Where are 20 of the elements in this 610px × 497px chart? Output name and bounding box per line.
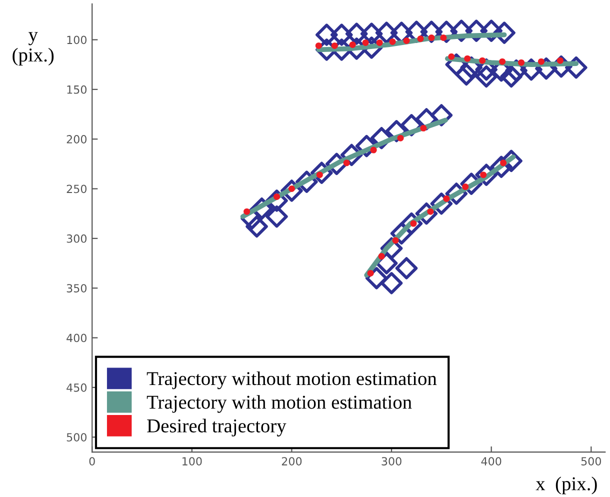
- y-tick-label: 450: [66, 383, 87, 392]
- y-tick-label: 200: [66, 135, 87, 144]
- x-tick-label: 300: [382, 457, 402, 466]
- legend-label: Desired trajectory: [147, 418, 286, 436]
- x-tick-label: 200: [282, 457, 302, 466]
- x-tick-label: 400: [481, 457, 502, 466]
- x-tick-label: 500: [581, 457, 602, 466]
- y-tick-label: 300: [66, 234, 87, 243]
- y-tick-label: 100: [67, 36, 87, 44]
- legend-label: Trajectory with motion estimation: [146, 395, 412, 413]
- y-axis-title: y (pix.): [12, 32, 54, 66]
- legend-label: Trajectory without motion estimation: [146, 371, 437, 390]
- y-tick-label: 150: [67, 85, 87, 94]
- x-tick-label: 100: [182, 457, 202, 466]
- y-tick-label: 500: [66, 433, 87, 442]
- x-axis-title: x (pix.): [536, 476, 597, 494]
- y-tick-label: 350: [66, 284, 87, 292]
- x-tick-label: 0: [89, 457, 95, 466]
- y-tick-label: 250: [66, 184, 87, 194]
- y-tick-label: 400: [66, 334, 87, 342]
